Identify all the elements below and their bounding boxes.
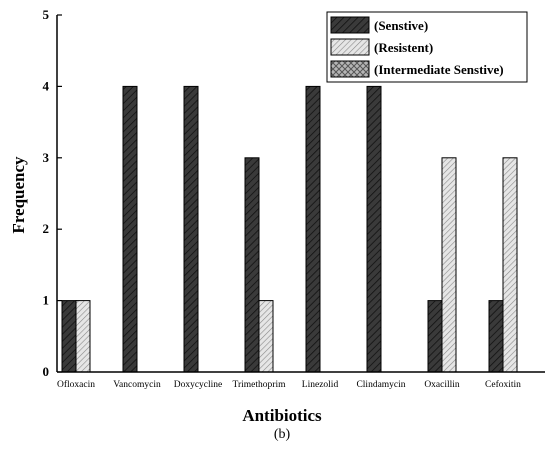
- y-ticks: 0 1 2 3 4 5: [43, 7, 62, 379]
- x-tick-label: Oxacillin: [424, 380, 460, 390]
- x-tick-label: Cefoxitin: [485, 379, 521, 390]
- bar-trimethoprim-series-1: [258, 300, 274, 373]
- y-tick-label: 2: [43, 221, 50, 236]
- x-tick-label: Trimethoprim: [233, 380, 287, 390]
- legend-swatch: [330, 38, 370, 56]
- bar-cefoxitin-series-0: [488, 300, 504, 373]
- bar-doxycycline-series-0: [183, 85, 199, 373]
- x-tick-label: Vancomycin: [113, 380, 161, 390]
- legend-swatch: [330, 16, 370, 34]
- x-tick-labels: Ofloxacin Vancomycin Doxycycline Trimethopr…: [57, 379, 521, 390]
- bar-vancomycin-series-0: [122, 85, 138, 373]
- bar-ofloxacin-series-1: [75, 300, 91, 373]
- bar-cefoxitin-series-1: [502, 157, 518, 373]
- bar-ofloxacin-series-0: [61, 300, 77, 373]
- bars-layer: [61, 85, 518, 373]
- bar-linezolid-series-0: [305, 85, 321, 373]
- bar-trimethoprim-series-0: [244, 157, 260, 373]
- y-tick-label: 5: [43, 7, 50, 22]
- x-tick-label: Ofloxacin: [57, 379, 95, 390]
- y-tick-label: 3: [43, 150, 50, 165]
- x-tick-label: Linezolid: [302, 380, 339, 390]
- legend-label: (Senstive): [374, 18, 428, 33]
- y-tick-label: 0: [43, 364, 50, 379]
- y-tick-label: 4: [43, 78, 50, 93]
- legend-label: (Resistent): [374, 40, 433, 55]
- legend: (Senstive) (Resistent) (Intermediate Senst…: [326, 11, 528, 83]
- y-tick-label: 1: [43, 293, 50, 308]
- bar-oxacillin-series-0: [427, 300, 443, 373]
- figure-caption: (b): [274, 427, 291, 442]
- x-tick-label: Doxycycline: [174, 380, 223, 390]
- bar-oxacillin-series-1: [441, 157, 457, 373]
- y-axis-title: Frequency: [9, 156, 28, 234]
- legend-swatch: [330, 60, 370, 78]
- bar-clindamycin-series-0: [366, 85, 382, 373]
- legend-label: (Intermediate Senstive): [374, 62, 504, 77]
- x-tick-label: Clindamycin: [356, 380, 405, 390]
- x-axis-title: Antibiotics: [242, 406, 322, 425]
